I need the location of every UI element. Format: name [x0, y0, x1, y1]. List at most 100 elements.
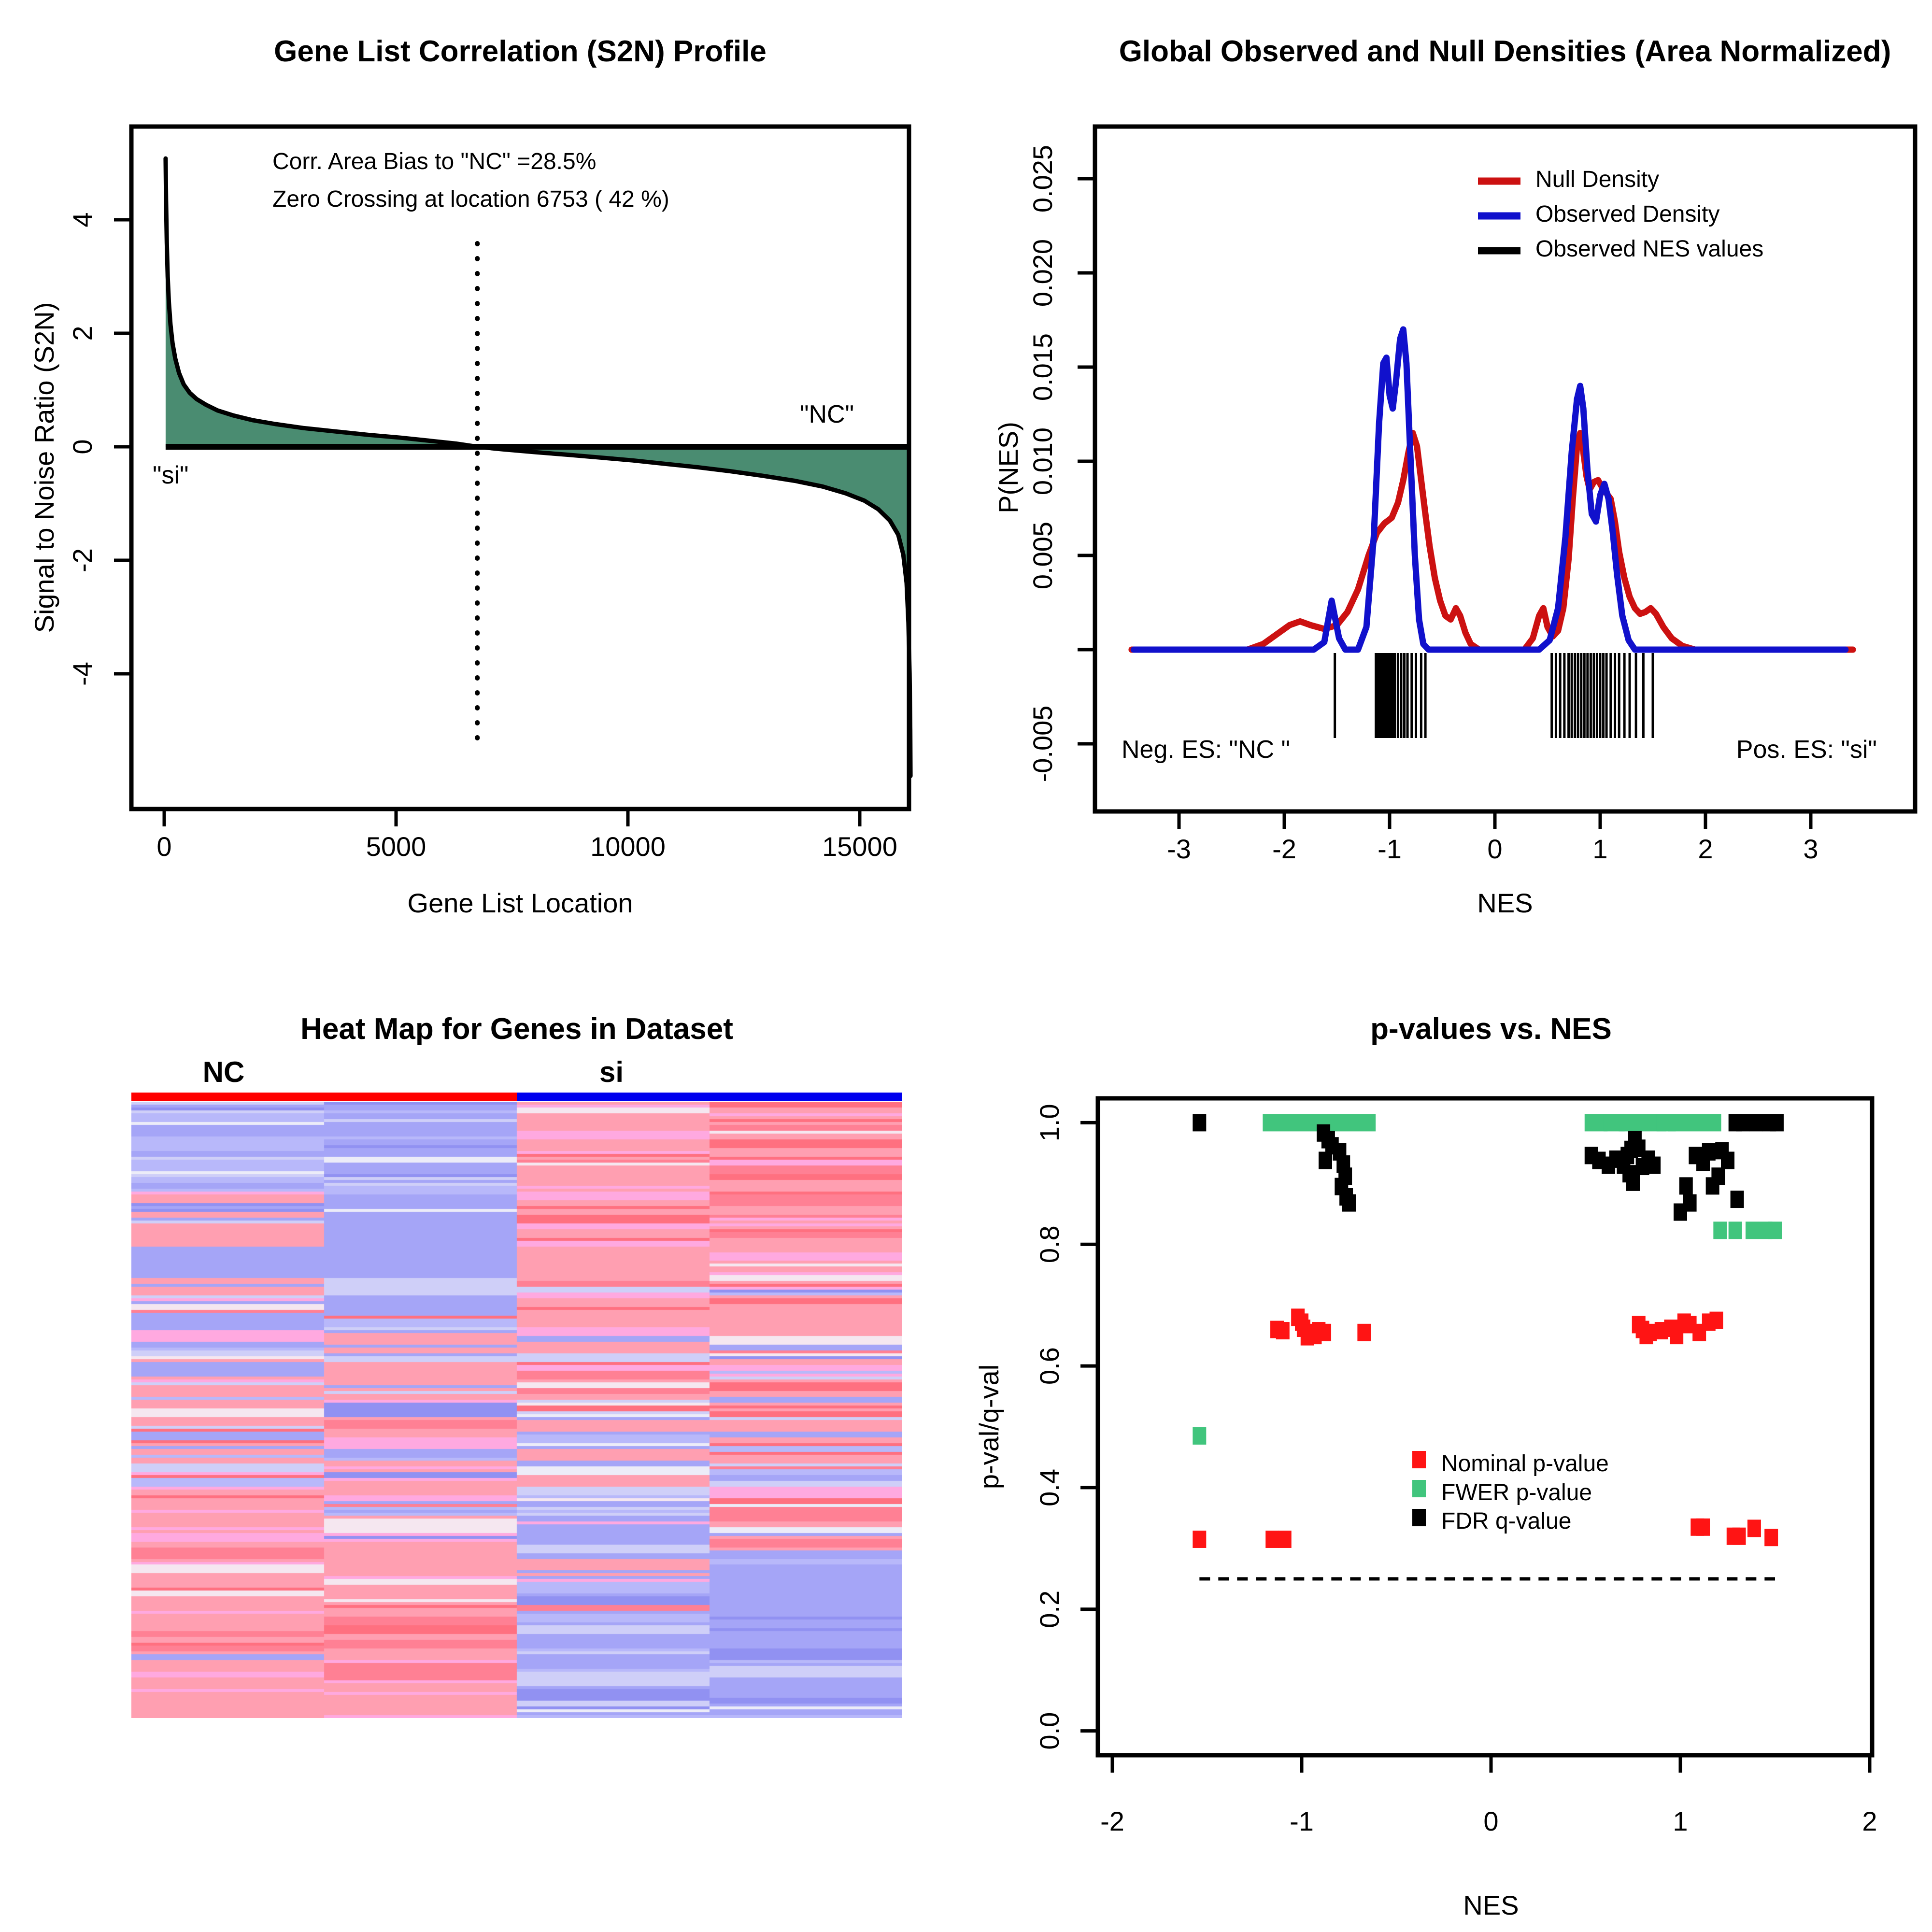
- pvalues-scatter-plot: -2 -1 0 1 2 0.0 0.2 0.4 0.6 0.8 1.0: [1034, 1096, 1877, 1836]
- nominal-pvalue-point: [1276, 1322, 1290, 1340]
- densities-title: Global Observed and Null Densities (Area…: [1119, 35, 1891, 68]
- correlation-area-fill: [165, 158, 911, 776]
- tick-label: 15000: [822, 831, 897, 862]
- plot-box: [129, 124, 911, 811]
- phenotype-label-si: "si": [153, 461, 189, 489]
- fdr-qvalue-point: [1749, 1114, 1763, 1132]
- tick-label: 0.8: [1034, 1225, 1065, 1263]
- legend-swatch-0: [1412, 1451, 1426, 1468]
- heatmap-frame: [131, 1093, 902, 1101]
- legend-fdr-qvalue-label: FDR q-value: [1441, 1508, 1572, 1534]
- fdr-qvalue-point: [1647, 1156, 1661, 1174]
- fdr-qvalue-point: [1193, 1114, 1207, 1132]
- densities-xaxis-label: NES: [1477, 888, 1533, 918]
- tick-label: 3: [1803, 834, 1818, 864]
- tick-label: 0: [67, 439, 98, 454]
- fwer-pvalue-point: [1728, 1222, 1742, 1239]
- fdr-qvalue-point: [1711, 1167, 1725, 1185]
- tick-label: 0.0: [1034, 1712, 1065, 1750]
- tick-label: 1: [1592, 834, 1607, 864]
- nominal-pvalue-point: [1732, 1527, 1746, 1545]
- fdr-qvalue-point: [1730, 1191, 1744, 1208]
- heatmap-title: Heat Map for Genes in Dataset: [300, 1012, 733, 1046]
- fdr-qvalue-point: [1736, 1114, 1750, 1132]
- tick-label: -2: [1272, 834, 1296, 864]
- tick-label: 0.010: [1027, 427, 1058, 495]
- tick-label: 4: [67, 212, 98, 227]
- legend-observed-nes-label: Observed NES values: [1535, 236, 1764, 262]
- legend-null-density-label: Null Density: [1535, 167, 1660, 192]
- phenotype-label-nc: "NC": [800, 400, 854, 428]
- nominal-pvalue-point: [1764, 1529, 1778, 1547]
- tick-label: -1: [1378, 834, 1402, 864]
- nominal-pvalue-point: [1265, 1530, 1279, 1548]
- fdr-qvalue-point: [1342, 1194, 1356, 1212]
- fdr-qvalue-point: [1683, 1194, 1697, 1212]
- tick-label: -2: [1100, 1806, 1124, 1836]
- legend-fwer-pvalue-label: FWER p-value: [1441, 1480, 1592, 1506]
- fwer-pvalue-point: [1768, 1222, 1782, 1239]
- null-density-curve: [1128, 430, 1856, 653]
- fdr-qvalue-point: [1679, 1177, 1693, 1195]
- nominal-pvalue-point: [1193, 1530, 1207, 1548]
- pvalues-title: p-values vs. NES: [1370, 1012, 1612, 1046]
- tick-label: 0.020: [1027, 239, 1058, 307]
- tick-label: -3: [1167, 834, 1191, 864]
- legend-nominal-pvalue-label: Nominal p-value: [1441, 1451, 1609, 1477]
- legend-observed-density-label: Observed Density: [1535, 201, 1720, 227]
- fwer-pvalue-band: [1668, 1114, 1721, 1132]
- nes-densities-plot: -3 -2 -1 0 1 2 3 0.025 0.020 0.015 0.010 0.005 -0.00…: [1027, 124, 1918, 864]
- s2n-profile-title: Gene List Correlation (S2N) Profile: [274, 35, 767, 68]
- s2n-yaxis-label: Signal to Noise Ratio (S2N): [29, 302, 59, 633]
- fwer-pvalue-point: [1713, 1222, 1727, 1239]
- fdr-qvalue-point: [1721, 1151, 1734, 1169]
- pvalues-yaxis-label: p-val/q-val: [974, 1364, 1004, 1490]
- heatmap-class-label-si: si: [599, 1056, 624, 1088]
- pvalues-xaxis-label: NES: [1463, 1890, 1519, 1920]
- nominal-pvalue-point: [1709, 1311, 1723, 1329]
- plot-box: [1095, 1096, 1875, 1758]
- tick-label: -2: [67, 548, 98, 572]
- neg-es-label: Neg. ES: "NC ": [1122, 736, 1291, 764]
- tick-label: 0.6: [1034, 1347, 1065, 1385]
- fwer-pvalue-point: [1745, 1222, 1759, 1239]
- heatmap-canvas: [131, 1102, 902, 1718]
- s2n-profile-curve: [163, 156, 913, 778]
- tick-label: 0.2: [1034, 1591, 1065, 1628]
- tick-label: 2: [1698, 834, 1713, 864]
- tick-label: 0.4: [1034, 1469, 1065, 1506]
- nominal-pvalue-point: [1357, 1323, 1371, 1341]
- class-bar-nc: [131, 1093, 517, 1101]
- tick-label: 0.015: [1027, 333, 1058, 401]
- tick-label: 0: [1487, 834, 1502, 864]
- tick-label: 0.005: [1027, 522, 1058, 589]
- plot-box: [1093, 124, 1918, 814]
- class-bar-si: [517, 1093, 902, 1101]
- tick-label: 2: [1862, 1806, 1877, 1836]
- nominal-pvalue-point: [1318, 1323, 1332, 1341]
- tick-label: 2: [67, 326, 98, 341]
- nominal-pvalue-point: [1278, 1530, 1292, 1548]
- densities-yaxis-label: P(NES): [993, 422, 1023, 513]
- s2n-profile-plot: 0 5000 10000 15000 4 2 0 -2 -4: [67, 124, 913, 862]
- nominal-pvalue-point: [1747, 1520, 1761, 1537]
- fdr-qvalue-point: [1626, 1173, 1640, 1191]
- corr-area-bias-annotation: Corr. Area Bias to "NC" =28.5%: [272, 149, 597, 174]
- fdr-qvalue-point: [1319, 1151, 1332, 1169]
- zero-crossing-annotation: Zero Crossing at location 6753 ( 42 %): [272, 186, 669, 212]
- nominal-pvalue-point: [1696, 1518, 1710, 1536]
- tick-label: 1.0: [1034, 1104, 1065, 1141]
- tick-label: -1: [1290, 1806, 1314, 1836]
- legend-swatch-2: [1412, 1509, 1426, 1526]
- tick-label: 10000: [590, 831, 666, 862]
- legend-swatch-1: [1412, 1480, 1426, 1497]
- tick-label: 1: [1673, 1806, 1688, 1836]
- fdr-qvalue-point: [1770, 1114, 1784, 1132]
- nominal-pvalue-point: [1643, 1323, 1657, 1341]
- s2n-xaxis-label: Gene List Location: [407, 888, 633, 918]
- fdr-qvalue-point: [1702, 1143, 1716, 1161]
- heatmap-class-label-nc: NC: [202, 1056, 245, 1088]
- pos-es-label: Pos. ES: "si": [1736, 736, 1877, 764]
- tick-label: 5000: [366, 831, 426, 862]
